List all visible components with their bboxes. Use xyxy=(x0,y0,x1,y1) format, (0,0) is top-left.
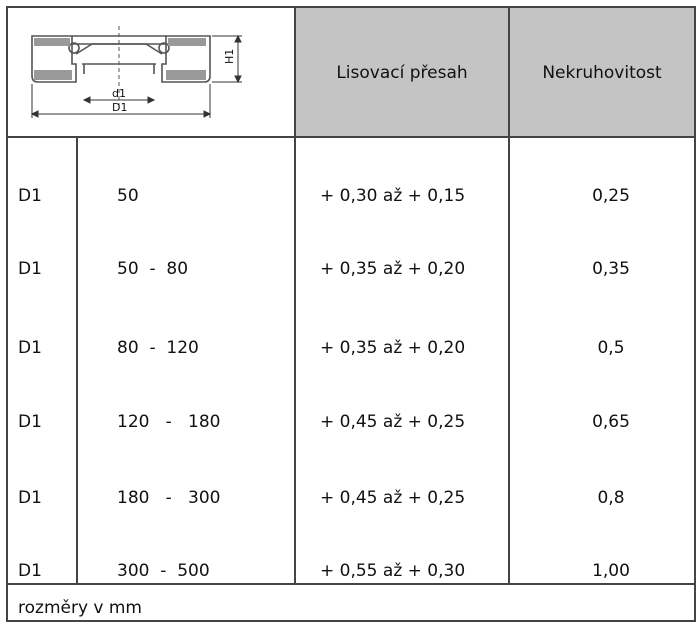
header-press-fit: Lisovací přesah xyxy=(296,8,508,138)
header-divider xyxy=(8,136,694,138)
header-ovality-label: Nekruhovitost xyxy=(542,63,662,83)
row-ovality: 0,5 xyxy=(597,338,625,358)
table-frame xyxy=(6,6,696,622)
row-press-fit: + 0,45 až + 0,25 xyxy=(320,412,466,432)
row-press-fit: + 0,45 až + 0,25 xyxy=(320,488,466,508)
row-ovality: 0,65 xyxy=(592,412,630,432)
row-dimension-label: D1 xyxy=(18,259,42,279)
row-diameter-range: 50 xyxy=(117,186,139,206)
row-ovality: 0,8 xyxy=(597,488,625,508)
row-diameter-range: 180 - 300 xyxy=(117,488,221,508)
label-d1-large: D1 xyxy=(112,101,127,114)
footer-divider xyxy=(8,583,694,585)
header-press-fit-label: Lisovací přesah xyxy=(336,63,468,83)
column-divider xyxy=(508,8,510,583)
row-press-fit: + 0,30 až + 0,15 xyxy=(320,186,466,206)
label-h1: H1 xyxy=(223,49,236,64)
row-diameter-range: 80 - 120 xyxy=(117,338,199,358)
row-press-fit: + 0,35 až + 0,20 xyxy=(320,259,466,279)
row-dimension-label: D1 xyxy=(18,488,42,508)
column-divider xyxy=(294,8,296,583)
label-d1-small: d1 xyxy=(112,87,126,100)
row-dimension-label: D1 xyxy=(18,412,42,432)
row-diameter-range: 50 - 80 xyxy=(117,259,189,279)
row-ovality: 0,35 xyxy=(592,259,630,279)
seal-cross-section-drawing: d1 D1 H1 xyxy=(30,26,242,118)
row-press-fit: + 0,35 až + 0,20 xyxy=(320,338,466,358)
row-dimension-label: D1 xyxy=(18,186,42,206)
header-ovality: Nekruhovitost xyxy=(510,8,694,138)
units-note: rozměry v mm xyxy=(18,598,142,618)
row-diameter-range: 300 - 500 xyxy=(117,561,210,581)
row-ovality: 0,25 xyxy=(592,186,630,206)
column-divider xyxy=(76,138,78,583)
row-dimension-label: D1 xyxy=(18,561,42,581)
row-press-fit: + 0,55 až + 0,30 xyxy=(320,561,466,581)
row-diameter-range: 120 - 180 xyxy=(117,412,221,432)
row-dimension-label: D1 xyxy=(18,338,42,358)
row-ovality: 1,00 xyxy=(592,561,630,581)
